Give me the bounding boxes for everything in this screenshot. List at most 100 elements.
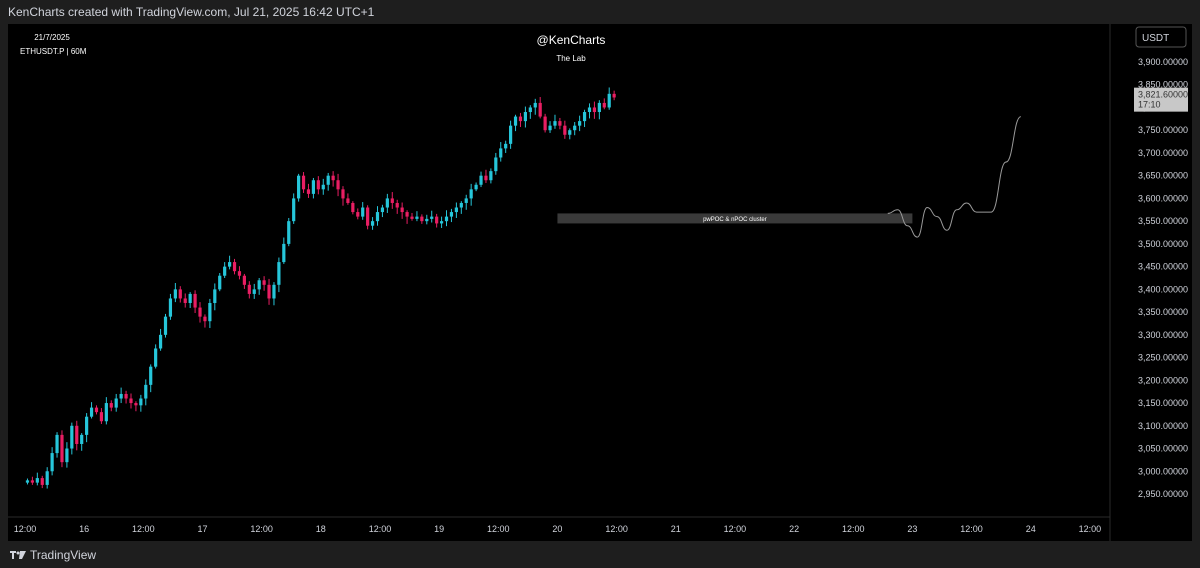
candle-body <box>129 398 133 404</box>
candle-body <box>592 107 597 113</box>
y-tick-label: 3,900.00000 <box>1138 57 1188 67</box>
x-tick-label: 18 <box>316 524 326 534</box>
candle-body <box>553 121 557 126</box>
candle-body <box>311 180 316 194</box>
candle-body <box>361 207 365 217</box>
candle-body <box>474 184 478 190</box>
candle-body <box>543 116 547 131</box>
candle-body <box>469 189 473 199</box>
chart-credit: KenCharts created with TradingView.com, … <box>8 5 375 19</box>
candle-body <box>80 434 84 444</box>
x-tick-label: 16 <box>79 524 89 534</box>
overlay-date: 21/7/2025 <box>34 33 70 42</box>
candle-body <box>242 275 246 285</box>
overlay-symbol: ETHUSDT.P | 60M <box>20 47 87 56</box>
candle-body <box>464 198 468 203</box>
candle-body <box>178 289 182 299</box>
candle-body <box>213 289 217 304</box>
candle-body <box>70 425 74 449</box>
candle-body <box>356 212 360 217</box>
candle-body <box>489 171 493 181</box>
candle-body <box>425 218 429 222</box>
candle-body <box>479 175 483 185</box>
candle-body <box>232 262 237 272</box>
candle-body <box>282 243 286 263</box>
time-axis-panel[interactable] <box>8 517 1110 541</box>
candle-body <box>30 480 34 483</box>
candle-body <box>257 280 261 290</box>
x-tick-label: 12:00 <box>605 524 628 534</box>
candle-body <box>578 121 582 126</box>
x-tick-label: 22 <box>789 524 799 534</box>
y-tick-label: 2,950.00000 <box>1138 489 1188 499</box>
candle-body <box>40 478 44 485</box>
tradingview-logo[interactable]: TradingView <box>10 548 96 562</box>
candle-body <box>602 102 606 108</box>
candle-body <box>114 398 118 408</box>
x-tick-label: 19 <box>434 524 444 534</box>
candle-body <box>188 293 192 304</box>
candle-body <box>509 125 513 144</box>
candle-body <box>420 216 424 222</box>
candle-body <box>375 212 380 222</box>
candle-body <box>119 393 123 399</box>
candle-body <box>60 434 64 463</box>
y-tick-label: 3,750.00000 <box>1138 125 1188 135</box>
footer-bar <box>0 541 1200 568</box>
candle-body <box>65 448 69 463</box>
candle-body <box>385 198 389 208</box>
candle-body <box>558 121 562 126</box>
candle-body <box>149 366 153 385</box>
candle-body <box>163 316 168 335</box>
price-tag: 3,821.60000 17:10 <box>1134 87 1188 112</box>
y-tick-label: 3,850.00000 <box>1138 80 1188 90</box>
candle-body <box>104 403 108 422</box>
candle-body <box>573 125 577 131</box>
overlay-author: @KenCharts <box>537 33 606 47</box>
x-tick-label: 12:00 <box>842 524 865 534</box>
candle-body <box>262 280 266 285</box>
y-tick-label: 3,100.00000 <box>1138 421 1188 431</box>
candle-body <box>499 148 503 158</box>
candle-body <box>85 416 89 435</box>
candle-body <box>277 262 281 285</box>
candle-body <box>306 189 311 194</box>
x-tick-label: 12:00 <box>960 524 983 534</box>
candle-body <box>301 175 306 190</box>
candle-body <box>237 271 242 276</box>
x-tick-label: 24 <box>1026 524 1036 534</box>
candle-body <box>612 93 616 98</box>
y-tick-label: 3,550.00000 <box>1138 216 1188 226</box>
candle-body <box>548 125 552 131</box>
candle-body <box>326 175 330 185</box>
candle-body <box>50 453 54 472</box>
poc-zone <box>557 213 913 224</box>
candle-body <box>144 384 148 399</box>
candle-body <box>454 207 458 213</box>
x-tick-label: 21 <box>671 524 681 534</box>
candle-body <box>75 425 79 444</box>
y-tick-label: 3,150.00000 <box>1138 398 1188 408</box>
overlay-subtitle: The Lab <box>556 54 586 63</box>
y-tick-label: 3,500.00000 <box>1138 239 1188 249</box>
candle-body <box>198 307 202 317</box>
currency-button[interactable]: USDT <box>1135 26 1187 48</box>
candle-body <box>341 189 345 199</box>
candle-body <box>109 403 113 408</box>
candle-body <box>597 102 601 113</box>
candle-body <box>252 289 256 294</box>
x-tick-label: 12:00 <box>250 524 273 534</box>
candle-body <box>538 102 542 117</box>
candle-body <box>400 207 404 213</box>
candle-body <box>193 293 197 308</box>
y-tick-label: 3,450.00000 <box>1138 262 1188 272</box>
x-tick-label: 12:00 <box>132 524 155 534</box>
candle-body <box>523 112 527 122</box>
candle-body <box>494 157 498 172</box>
y-tick-label: 3,050.00000 <box>1138 444 1188 454</box>
candle-body <box>366 207 370 226</box>
candle-body <box>173 289 177 299</box>
y-tick-label: 3,000.00000 <box>1138 466 1188 476</box>
x-tick-label: 12:00 <box>724 524 747 534</box>
